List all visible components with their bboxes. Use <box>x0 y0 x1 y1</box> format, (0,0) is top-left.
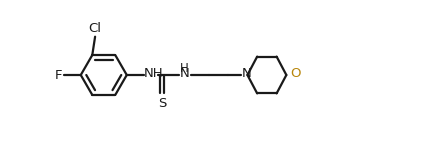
Text: N: N <box>242 67 252 80</box>
Text: NH: NH <box>144 67 164 80</box>
Text: N: N <box>180 67 189 80</box>
Text: H: H <box>180 62 188 75</box>
Text: F: F <box>55 69 62 81</box>
Text: O: O <box>291 67 301 80</box>
Text: S: S <box>158 97 166 110</box>
Text: Cl: Cl <box>89 22 102 35</box>
